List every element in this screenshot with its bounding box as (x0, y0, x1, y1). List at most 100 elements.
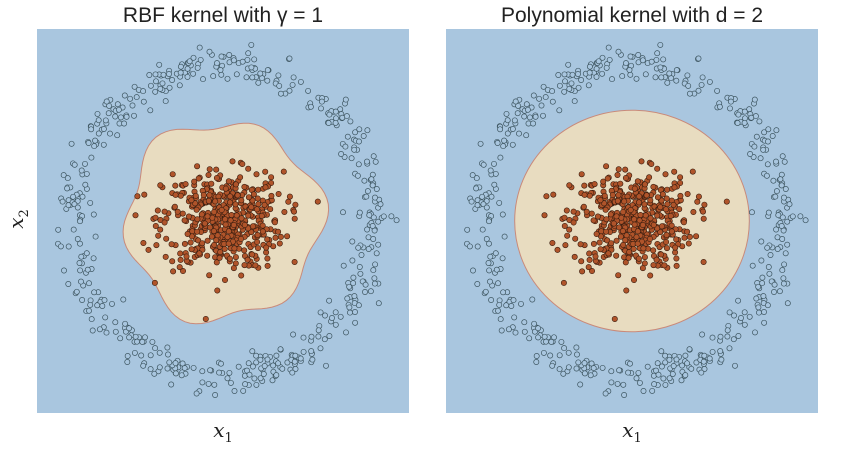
rbf-outer-point (65, 281, 72, 287)
rbf-outer-point (356, 264, 363, 270)
poly-outer-point (526, 114, 533, 121)
poly-inner-point (554, 246, 561, 253)
rbf-outer-point (94, 302, 101, 309)
rbf-inner-point (214, 287, 221, 294)
rbf-outer-point (372, 158, 379, 165)
poly-outer-point (695, 87, 702, 94)
poly-outer-point (540, 83, 547, 90)
rbf-outer-point (90, 255, 97, 262)
rbf-outer-point (184, 65, 191, 72)
rbf-outer-point (172, 370, 179, 377)
poly-outer-point (652, 74, 659, 81)
rbf-outer-point (207, 367, 214, 374)
poly-inner-point (543, 193, 550, 200)
rbf-outer-point (121, 92, 128, 99)
poly-outer-point (802, 217, 809, 224)
rbf-outer-point (164, 365, 171, 372)
rbf-inner-point (230, 265, 237, 272)
rbf-outer-point (364, 226, 371, 233)
rbf-inner-point (169, 258, 176, 265)
poly-outer-point (497, 126, 504, 133)
poly-outer-point (542, 94, 549, 101)
rbf-inner-point (145, 246, 152, 253)
poly-inner-point (680, 219, 687, 226)
rbf-inner-point (241, 222, 248, 229)
poly-outer-point (789, 213, 796, 220)
poly-inner-point (588, 210, 595, 217)
rbf-outer-point (326, 111, 333, 118)
poly-inner-point (616, 224, 623, 231)
poly-inner-point (615, 272, 622, 279)
rbf-outer-point (346, 304, 353, 311)
poly-outer-point (492, 170, 499, 177)
poly-outer-point (686, 346, 693, 353)
poly-inner-point (627, 207, 634, 214)
rbf-inner-point (204, 213, 211, 220)
rbf-outer-point (212, 392, 219, 398)
rbf-outer-point (140, 88, 147, 95)
rbf-outer-point (90, 211, 97, 218)
rbf-outer-point (142, 334, 148, 341)
poly-outer-point (504, 117, 511, 124)
rbf-outer-point (356, 209, 363, 216)
poly-outer-point (556, 107, 563, 114)
rbf-outer-point (371, 280, 378, 287)
poly-outer-point (747, 151, 754, 157)
rbf-outer-point (362, 289, 368, 295)
poly-inner-point (596, 239, 603, 246)
poly-inner-point (657, 204, 664, 211)
rbf-outer-point (356, 126, 363, 133)
poly-outer-point (741, 108, 748, 115)
poly-outer-point (540, 112, 546, 119)
rbf-outer-point (277, 90, 284, 97)
rbf-inner-point (153, 242, 160, 249)
poly-inner-point (608, 240, 615, 247)
chart-title-rbf: RBF kernel with γ = 1 (122, 4, 324, 27)
poly-inner-point (561, 223, 568, 230)
rbf-outer-point (224, 75, 231, 82)
poly-inner-point (636, 217, 643, 224)
rbf-inner-point (172, 182, 179, 189)
rbf-inner-point (232, 201, 239, 208)
rbf-inner-point (262, 168, 269, 175)
poly-inner-point (594, 213, 601, 220)
rbf-outer-point (84, 266, 91, 273)
rbf-outer-point (253, 352, 260, 359)
rbf-outer-point (126, 334, 133, 341)
poly-outer-point (756, 118, 763, 125)
poly-inner-point (617, 233, 624, 240)
poly-outer-point (500, 289, 507, 296)
poly-outer-point (765, 264, 772, 270)
poly-outer-point (666, 70, 673, 77)
poly-inner-point (637, 212, 644, 219)
rbf-outer-point (325, 120, 332, 126)
rbf-outer-point (64, 185, 71, 192)
rbf-outer-point (332, 119, 339, 126)
rbf-inner-point (177, 192, 184, 199)
rbf-outer-point (289, 81, 296, 88)
rbf-outer-point (243, 74, 250, 81)
rbf-outer-point (300, 334, 307, 341)
poly-outer-point (755, 283, 762, 290)
rbf-outer-point (372, 261, 379, 268)
poly-inner-point (597, 197, 604, 204)
rbf-inner-point (188, 246, 195, 253)
poly-outer-point (574, 351, 580, 358)
poly-outer-point (651, 381, 658, 388)
poly-inner-point (613, 252, 620, 259)
rbf-inner-point (183, 253, 190, 260)
poly-inner-point (593, 231, 600, 238)
rbf-outer-point (85, 140, 92, 146)
rbf-inner-point (245, 212, 252, 219)
rbf-inner-point (177, 256, 184, 263)
poly-outer-point (766, 270, 773, 277)
rbf-outer-point (329, 315, 335, 321)
poly-outer-point (746, 313, 753, 320)
poly-inner-point (662, 171, 669, 178)
poly-inner-point (686, 233, 693, 240)
rbf-inner-point (161, 208, 168, 215)
rbf-outer-point (323, 362, 329, 369)
rbf-outer-point (102, 314, 109, 321)
rbf-outer-point (344, 295, 351, 302)
poly-inner-point (639, 222, 646, 229)
